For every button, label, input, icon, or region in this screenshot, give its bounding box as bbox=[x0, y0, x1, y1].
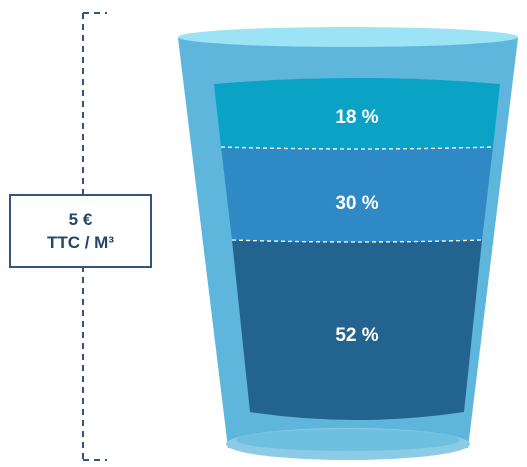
glass-rim bbox=[178, 27, 518, 47]
segment-middle bbox=[221, 147, 493, 242]
segment-top-label: 18 % bbox=[335, 107, 378, 128]
glass-base-inner bbox=[236, 429, 460, 451]
divider-bottom bbox=[231, 239, 483, 243]
segment-top bbox=[214, 78, 500, 149]
divider-top bbox=[220, 146, 494, 150]
liquid: 18 % 30 % 52 % bbox=[214, 78, 500, 420]
segment-bottom bbox=[232, 240, 482, 420]
price-unit: TTC / M³ bbox=[46, 233, 115, 252]
price-amount: 5 € bbox=[68, 210, 93, 229]
segment-bottom-label: 52 % bbox=[335, 325, 378, 346]
segment-middle-label: 30 % bbox=[335, 193, 378, 214]
price-box: 5 € TTC / M³ bbox=[9, 194, 152, 268]
